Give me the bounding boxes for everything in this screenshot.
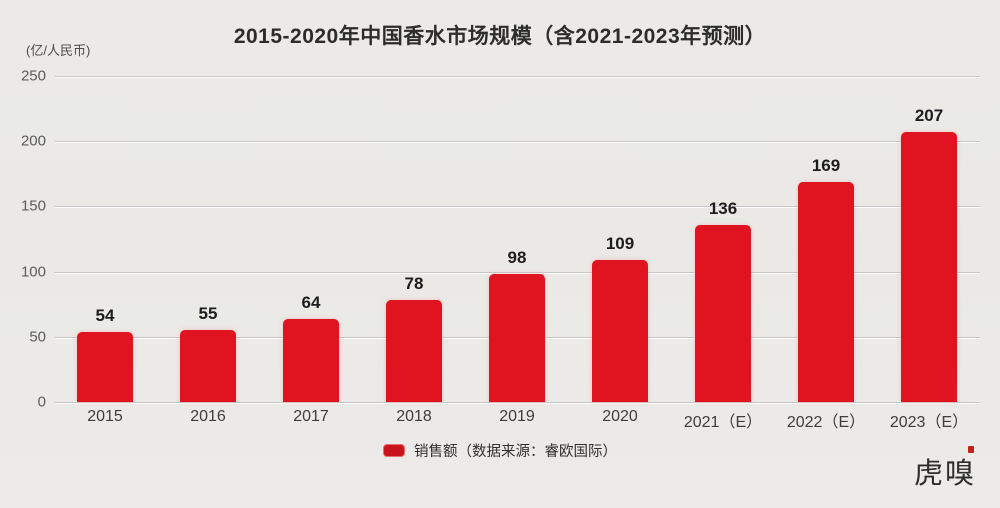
bar-2015 — [77, 331, 133, 402]
huxiu-seal-mark — [968, 446, 974, 453]
legend: 销售额（数据来源：睿欧国际） — [0, 440, 1000, 461]
gridline-100 — [55, 271, 980, 273]
bar-value-2023（E）: 207 — [914, 106, 944, 126]
bar-2021（E） — [695, 224, 751, 402]
x-tick-label-2022（E）: 2022（E） — [786, 414, 866, 431]
bar-2019 — [489, 274, 545, 402]
y-tick-label-200: 200 — [20, 132, 46, 150]
x-tick-label-2016: 2016 — [190, 408, 226, 425]
bar-value-2017: 64 — [301, 292, 321, 312]
y-tick-label-0: 0 — [37, 393, 46, 411]
x-tick-label-2015: 2015 — [87, 408, 123, 425]
bar-2017 — [283, 318, 339, 402]
y-axis-unit-label: (亿/人民币) — [26, 43, 91, 58]
x-tick-label-2018: 2018 — [396, 408, 432, 425]
bar-value-2015: 54 — [95, 305, 115, 325]
bar-value-2022（E）: 169 — [811, 155, 841, 175]
x-tick-label-2019: 2019 — [499, 408, 535, 425]
chart-title: 2015-2020年中国香水市场规模（含2021-2023年预测） — [233, 25, 767, 48]
legend-label: 销售额（数据来源：睿欧国际） — [414, 444, 617, 460]
gridline-150 — [55, 206, 980, 208]
bar-2016 — [180, 330, 236, 402]
y-tick-label-150: 150 — [20, 197, 46, 215]
x-tick-label-2020: 2020 — [602, 408, 638, 425]
y-tick-label-250: 250 — [20, 67, 46, 85]
plot-area: 0 50 100 150 200 250 54 55 64 78 98 109 136 169 207 — [21, 68, 980, 411]
bar-2023（E） — [901, 132, 957, 402]
bar-value-2018: 78 — [404, 274, 424, 294]
gridline-200 — [55, 141, 980, 143]
y-tick-label-50: 50 — [29, 328, 46, 346]
bar-value-2020: 109 — [605, 233, 635, 253]
huxiu-logo: 虎嗅 — [913, 446, 976, 492]
legend-swatch — [383, 444, 405, 457]
bar-value-2016: 55 — [198, 304, 218, 324]
x-tick-label-2021（E）: 2021（E） — [683, 414, 763, 431]
bar-2018 — [386, 300, 442, 402]
bar-value-2021（E）: 136 — [708, 198, 738, 218]
gridline-250 — [55, 76, 980, 77]
x-tick-label-2017: 2017 — [293, 408, 329, 425]
bar-2022（E） — [798, 181, 854, 402]
huxiu-logo-text: 虎嗅 — [913, 458, 976, 490]
gridline-0 — [55, 402, 980, 403]
x-tick-label-2023（E）: 2023（E） — [889, 414, 969, 431]
y-tick-label-100: 100 — [20, 263, 46, 281]
bar-value-2019: 98 — [507, 248, 527, 268]
bar-2020 — [592, 259, 648, 402]
